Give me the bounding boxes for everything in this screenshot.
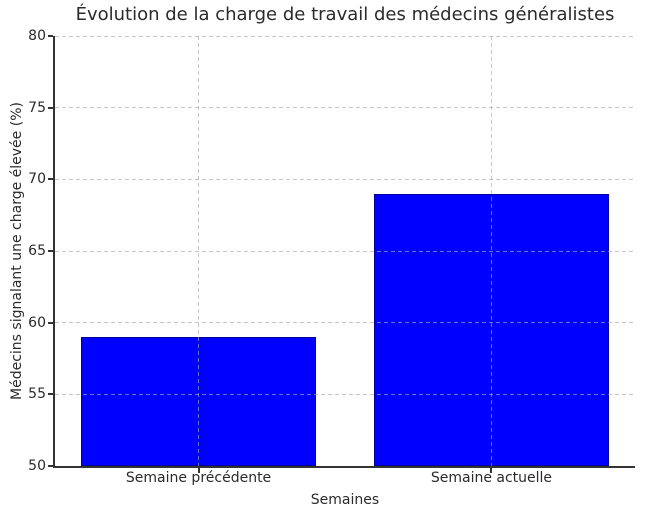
x-tick-label: Semaine précédente <box>125 470 272 486</box>
x-axis-spine <box>53 466 635 468</box>
h-gridline <box>55 178 635 180</box>
y-axis-spine <box>53 36 55 468</box>
y-tick-label: 70 <box>28 171 46 188</box>
y-tick-mark <box>48 250 53 252</box>
gridlines-layer <box>55 35 635 467</box>
v-gridline <box>490 36 492 466</box>
y-tick-label: 60 <box>28 314 46 331</box>
h-gridline <box>55 35 635 37</box>
h-gridline <box>55 322 635 324</box>
y-tick-mark <box>48 321 53 324</box>
y-tick-label: 75 <box>28 99 46 116</box>
y-tick-mark <box>48 465 53 467</box>
x-axis-label: Semaines <box>310 492 380 508</box>
y-tick-mark <box>48 106 53 109</box>
y-tick-mark <box>48 35 53 37</box>
y-tick-mark <box>48 393 53 396</box>
plot-area <box>53 35 635 468</box>
v-gridline <box>198 36 200 466</box>
y-tick-label: 80 <box>28 28 46 44</box>
y-tick-label: 55 <box>28 386 46 403</box>
x-tick-mark <box>197 468 200 473</box>
h-gridline <box>55 393 635 395</box>
h-gridline <box>55 250 635 252</box>
chart-title: Évolution de la charge de travail des mé… <box>75 4 615 25</box>
y-tick-label: 50 <box>28 458 46 474</box>
x-tick-mark <box>490 468 493 473</box>
y-tick-mark <box>48 178 53 181</box>
h-gridline <box>55 107 635 109</box>
y-tick-label: 65 <box>28 243 46 259</box>
x-tick-label: Semaine actuelle <box>430 470 553 486</box>
